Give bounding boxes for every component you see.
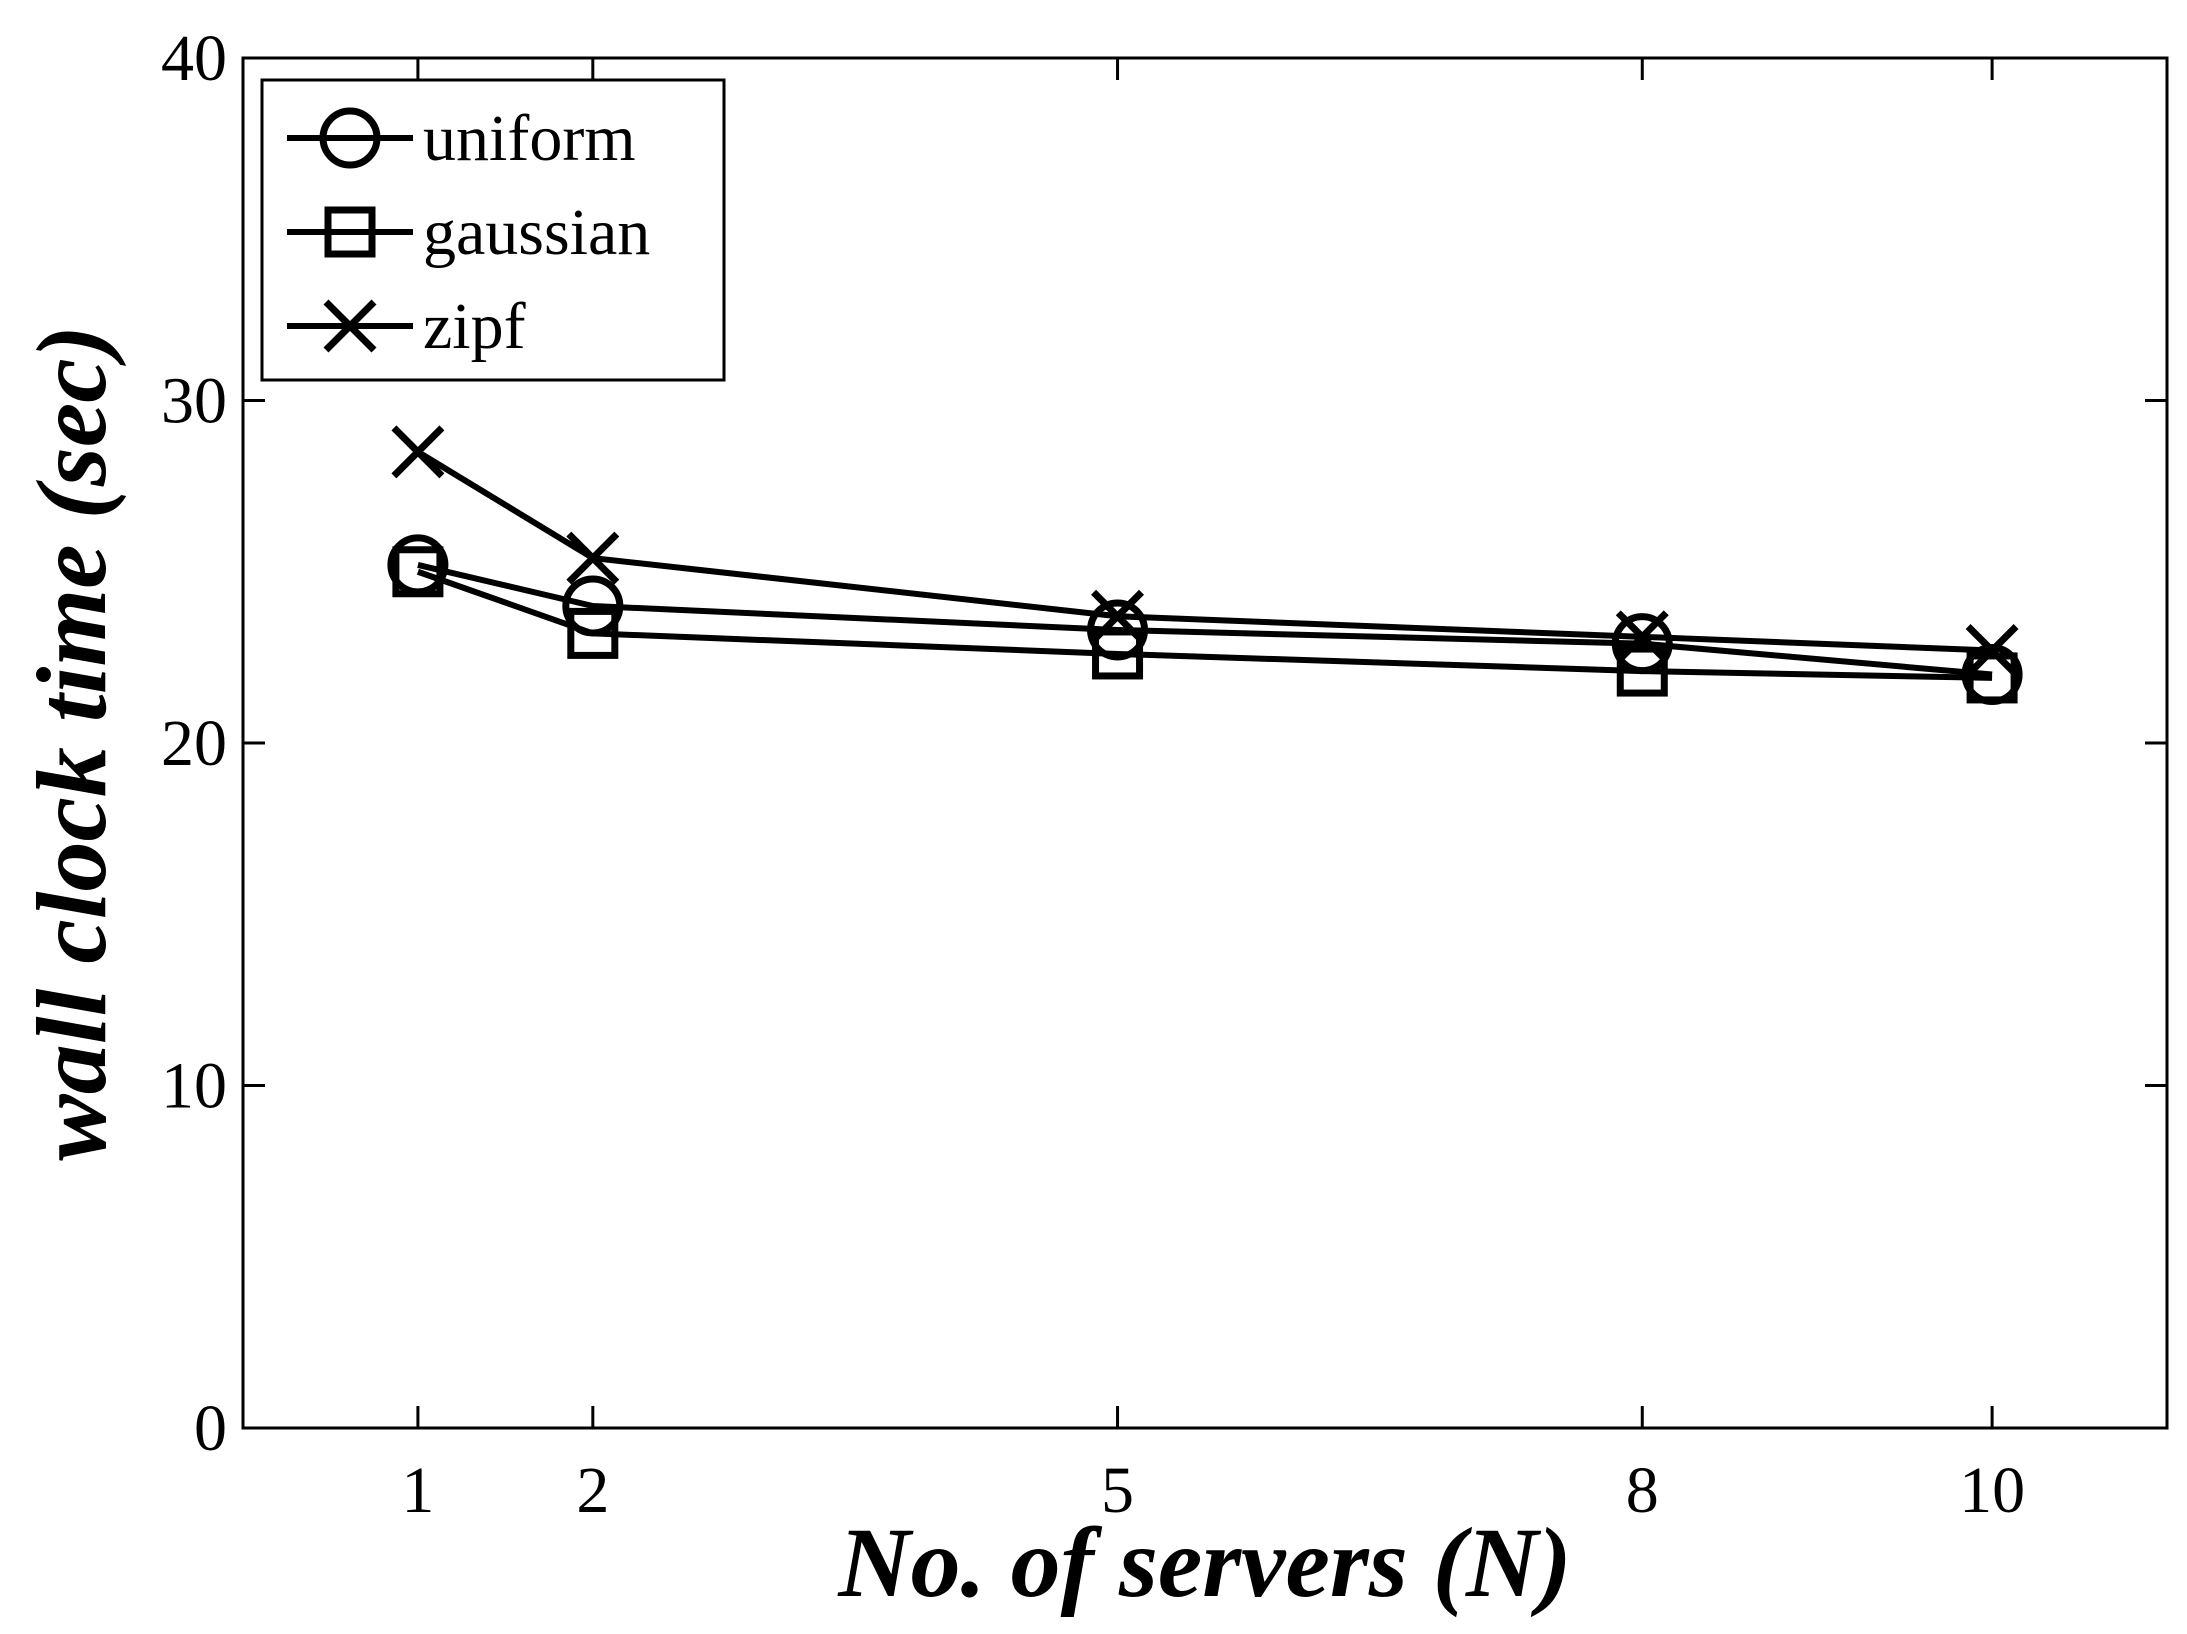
x-marker-stroke bbox=[1091, 589, 1145, 643]
data-point-uniform bbox=[562, 575, 624, 637]
legend-label-gaussian: gaussian bbox=[423, 196, 650, 269]
x-tick-label: 5 bbox=[1101, 1454, 1134, 1527]
y-axis-label: wall clock time (sec) bbox=[16, 325, 127, 1161]
legend-label-uniform: uniform bbox=[423, 102, 636, 175]
x-marker-stroke bbox=[391, 425, 445, 479]
legend-marker-gaussian bbox=[324, 206, 376, 258]
series-line-gaussian bbox=[416, 568, 1993, 681]
x-axis-label: No. of servers (N) bbox=[837, 1507, 1571, 1618]
legend-label-zipf: zipf bbox=[423, 290, 526, 363]
x-tick-label: 10 bbox=[1959, 1454, 2025, 1527]
data-point-gaussian bbox=[392, 546, 444, 598]
data-point-uniform bbox=[1611, 613, 1673, 675]
legend: uniform gaussian zipf bbox=[260, 78, 726, 382]
data-point-zipf bbox=[1615, 610, 1669, 664]
x-marker-stroke bbox=[566, 531, 620, 585]
data-point-uniform bbox=[1087, 599, 1149, 661]
x-tick-label: 8 bbox=[1626, 1454, 1659, 1527]
x-marker-stroke bbox=[323, 299, 377, 353]
x-tick-label: 2 bbox=[576, 1454, 609, 1527]
data-point-gaussian bbox=[567, 607, 619, 659]
y-tick-label: 40 bbox=[161, 22, 227, 95]
y-tick-label: 30 bbox=[161, 365, 227, 438]
x-marker-stroke bbox=[1615, 610, 1669, 664]
legend-marker-zipf bbox=[323, 299, 377, 353]
data-point-gaussian bbox=[1616, 645, 1668, 697]
series-layer bbox=[387, 425, 2023, 705]
data-point-zipf bbox=[566, 531, 620, 585]
series-line-zipf bbox=[416, 449, 1993, 654]
data-point-gaussian bbox=[1092, 628, 1144, 680]
data-point-zipf bbox=[1091, 589, 1145, 643]
y-tick-label: 0 bbox=[194, 1392, 227, 1465]
x-axis: 1 2 5 8 10 bbox=[401, 58, 2025, 1527]
data-point-zipf bbox=[391, 425, 445, 479]
legend-marker-uniform bbox=[319, 107, 381, 169]
y-tick-label: 20 bbox=[161, 707, 227, 780]
x-tick-label: 1 bbox=[401, 1454, 434, 1527]
y-axis: 0 10 20 30 40 bbox=[161, 22, 2167, 1465]
x-marker-stroke bbox=[1965, 624, 2019, 677]
data-point-zipf bbox=[1965, 624, 2019, 677]
y-tick-label: 10 bbox=[161, 1050, 227, 1123]
data-point-gaussian bbox=[1966, 652, 2018, 704]
